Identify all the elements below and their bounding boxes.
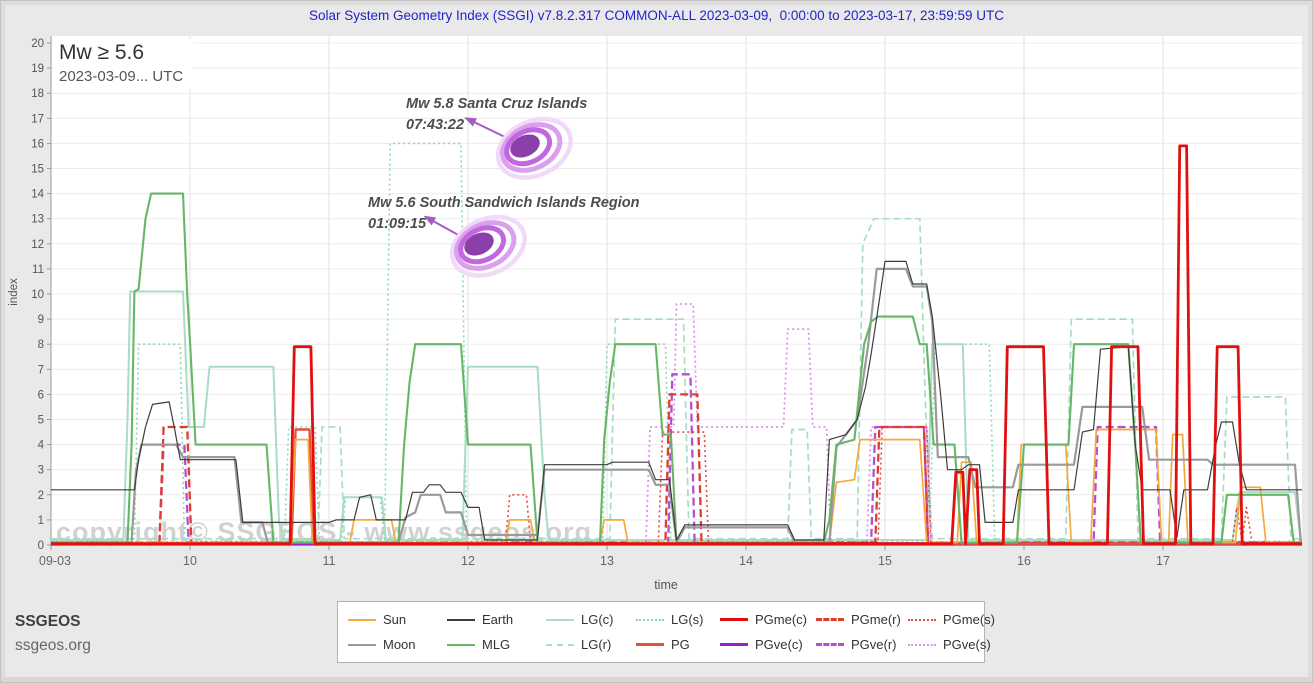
x-tick-label: 09-03 [39, 554, 71, 568]
x-tick-label: 17 [1156, 554, 1170, 568]
legend-item-Earth: Earth [447, 612, 546, 627]
legend-label: MLG [482, 637, 511, 652]
chart-title: Solar System Geometry Index (SSGI) v7.8.… [308, 8, 1005, 23]
ssgi-chart: copyright© SSGEOS - www.ssgeos.org012345… [31, 36, 1302, 568]
y-tick-label: 13 [31, 214, 44, 226]
y-tick-label: 8 [38, 339, 44, 351]
y-tick-label: 1 [38, 515, 44, 527]
series-line-LG(c) [51, 290, 1302, 541]
series-line-MLG [51, 192, 1302, 544]
x-tick-label: 12 [461, 554, 475, 568]
legend-swatch-Moon [348, 643, 376, 646]
legend-swatch-Earth [447, 618, 475, 621]
legend-item-PG: PG [636, 637, 720, 652]
legend-item-PGve(c): PGve(c) [720, 637, 816, 652]
series-line-PGme(r) [51, 393, 1302, 544]
y-tick-label: 16 [31, 138, 44, 150]
y-tick-label: 5 [38, 415, 44, 427]
legend-swatch-MLG [447, 643, 475, 646]
legend-item-PGve(r): PGve(r) [816, 637, 908, 652]
earthquake-ripple-icon [495, 116, 573, 180]
legend-swatch-PGme(c) [720, 618, 748, 621]
legend-label: PG [671, 637, 690, 652]
legend-swatch-Sun [348, 618, 376, 621]
legend-item-PGme(s): PGme(s) [908, 612, 995, 627]
brand-name: SSGEOS [15, 613, 81, 630]
x-tick-label: 11 [323, 554, 336, 568]
legend-item-LG(r): LG(r) [546, 637, 636, 652]
legend-item-LG(c): LG(c) [546, 612, 636, 627]
legend-item-PGme(r): PGme(r) [816, 612, 908, 627]
legend-swatch-PGve(r) [816, 643, 844, 646]
legend-swatch-LG(c) [546, 618, 574, 621]
y-tick-label: 6 [38, 389, 44, 401]
y-tick-label: 4 [38, 440, 45, 452]
series-line-Sun [51, 428, 1302, 544]
series-line-PGme(c) [51, 144, 1302, 546]
legend-swatch-PGme(r) [816, 618, 844, 621]
y-tick-label: 7 [38, 364, 44, 376]
legend-swatch-PGve(s) [908, 643, 936, 646]
x-tick-label: 10 [183, 554, 197, 568]
legend-swatch-PGve(c) [720, 643, 748, 646]
earthquake-ripple-icon [449, 214, 527, 278]
y-tick-label: 19 [31, 63, 44, 75]
y-tick-label: 9 [38, 314, 44, 326]
legend-label: Earth [482, 612, 514, 627]
brand-site: ssgeos.org [15, 637, 91, 654]
legend-label: Moon [383, 637, 416, 652]
legend-swatch-PG [636, 643, 664, 646]
x-tick-label: 13 [600, 554, 614, 568]
legend-label: PGme(s) [943, 612, 995, 627]
legend-swatch-PGme(s) [908, 618, 936, 621]
y-tick-label: 17 [31, 113, 44, 125]
legend-label: PGme(c) [755, 612, 807, 627]
y-tick-label: 2 [38, 490, 44, 502]
y-tick-label: 15 [31, 164, 44, 176]
legend-label: Sun [383, 612, 407, 627]
legend-item-Moon: Moon [348, 637, 447, 652]
legend-item-PGve(s): PGve(s) [908, 637, 991, 652]
annotation-arrowhead [423, 215, 437, 226]
y-tick-label: 12 [31, 239, 44, 251]
y-tick-label: 11 [32, 264, 44, 276]
legend-label: PGve(s) [943, 637, 991, 652]
legend-label: LG(s) [671, 612, 704, 627]
legend-label: LG(r) [581, 637, 612, 652]
y-tick-label: 20 [31, 38, 44, 50]
x-tick-label: 15 [878, 554, 892, 568]
series-line-PGve(s) [51, 303, 1302, 543]
chart-legend: Sun Earth LG(c) LG(s) PGme(c) PGme(r) PGme(s) M… [337, 601, 995, 663]
annotation-arrow [473, 121, 508, 139]
legend-label: PGve(c) [755, 637, 803, 652]
annotation-arrow [432, 220, 463, 238]
legend-item-LG(s): LG(s) [636, 612, 720, 627]
plot-background [51, 36, 1302, 545]
y-tick-label: 3 [38, 465, 44, 477]
series-line-Moon [51, 267, 1302, 544]
annotation-arrowhead [464, 117, 477, 127]
legend-swatch-LG(s) [636, 618, 664, 621]
legend-item-MLG: MLG [447, 637, 546, 652]
legend-item-Sun: Sun [348, 612, 447, 627]
legend-label: LG(c) [581, 612, 614, 627]
legend-label: PGme(r) [851, 612, 901, 627]
legend-label: PGve(r) [851, 637, 897, 652]
x-tick-label: 14 [739, 554, 753, 568]
legend-swatch-LG(r) [546, 643, 574, 646]
x-tick-label: 16 [1017, 554, 1031, 568]
y-tick-label: 18 [31, 88, 44, 100]
y-tick-label: 10 [31, 289, 44, 301]
y-tick-label: 14 [31, 189, 44, 201]
legend-item-PGme(c): PGme(c) [720, 612, 816, 627]
y-tick-label: 0 [38, 540, 44, 552]
window-bottom-edge [1, 677, 1312, 682]
